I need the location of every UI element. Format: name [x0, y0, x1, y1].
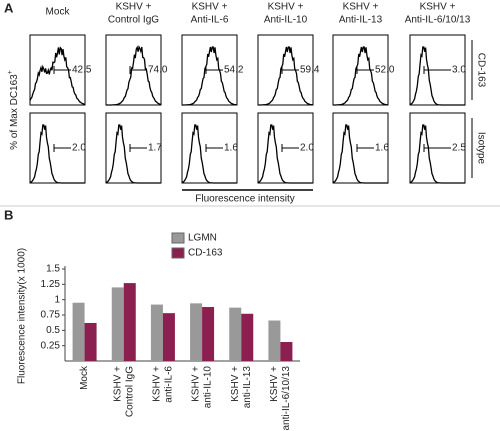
bar — [123, 283, 136, 361]
histogram — [258, 46, 314, 106]
legend-label: LGMN — [188, 233, 217, 244]
y-axis-label: Fluorescence intensity(x 1000) — [17, 248, 28, 384]
y-tick-label: 1 — [54, 294, 60, 305]
histogram — [181, 124, 237, 184]
histogram — [106, 45, 162, 106]
column-header: KSHV + — [268, 2, 304, 13]
histogram — [105, 124, 161, 184]
column-header: Anti-IL-6/10/13 — [405, 15, 471, 26]
y-tick-label: 1.25 — [41, 279, 61, 290]
column-header: KSHV + — [192, 2, 228, 13]
column-header: Control IgG — [108, 15, 159, 26]
bar — [268, 320, 281, 361]
row-label: CD-163 — [475, 53, 486, 88]
gate-percent: 52.0 — [375, 65, 395, 76]
histogram — [29, 124, 85, 184]
gate-percent: 2.5 — [452, 143, 466, 154]
x-tick-label: KSHV + — [191, 366, 202, 402]
y-tick-label: 0.25 — [41, 340, 61, 351]
gate-percent: 42.5 — [72, 65, 92, 76]
histogram-frame — [257, 34, 314, 106]
x-tick-label: KSHV + — [269, 366, 280, 402]
x-tick-label: KSHV + — [112, 366, 123, 402]
panel-label: A — [4, 0, 14, 15]
bar — [241, 313, 254, 361]
gate-percent: 1.6 — [375, 143, 389, 154]
bar — [190, 303, 203, 361]
bar — [162, 313, 175, 361]
column-header: KSHV + — [420, 2, 456, 13]
bar — [229, 307, 242, 361]
legend-swatch — [171, 247, 185, 259]
x-tick-label: KSHV + — [152, 366, 163, 402]
y-label-text: % of Max DC163 — [9, 74, 20, 150]
y-tick-label: 1.5 — [46, 264, 60, 275]
bar — [150, 304, 163, 361]
row-label: Isotype — [475, 132, 486, 165]
y-tick-label: 0.75 — [41, 310, 61, 321]
x-tick-label: Control IgG — [124, 366, 135, 417]
histogram — [257, 124, 313, 184]
histogram-frame — [29, 34, 86, 106]
histogram-frame — [332, 34, 389, 106]
x-tick-label: anti-IL-6/10/13 — [281, 366, 292, 431]
histogram — [409, 124, 465, 184]
column-header: Anti-IL-6 — [191, 15, 229, 26]
histogram — [182, 46, 238, 106]
legend-label: CD-163 — [188, 248, 223, 259]
gate-percent: 3.0 — [452, 65, 466, 76]
bar — [111, 287, 124, 361]
y-tick-label: 0.5 — [46, 325, 60, 336]
histogram — [409, 46, 465, 106]
bar — [202, 307, 215, 361]
gate-percent: 2.0 — [72, 143, 86, 154]
column-header: KSHV + — [116, 2, 152, 13]
bar — [84, 322, 97, 361]
x-axis-label: Fluorescence intensity — [195, 194, 295, 205]
gate-percent: 54.2 — [224, 65, 244, 76]
bar — [280, 341, 293, 361]
histogram — [29, 46, 86, 106]
legend-swatch — [171, 232, 185, 244]
gate-percent: 2.0 — [300, 143, 314, 154]
y-axis-label: % of Max DC163+ — [7, 70, 20, 150]
column-header: KSHV + — [343, 2, 379, 13]
column-header: Mock — [46, 7, 71, 18]
x-tick-label: anti-IL-10 — [203, 366, 214, 409]
bar — [72, 302, 85, 361]
panel-label: B — [4, 207, 13, 222]
x-tick-label: Mock — [79, 365, 90, 390]
gate-percent: 1.7 — [148, 143, 162, 154]
histogram — [332, 124, 388, 184]
gate-percent: 74.0 — [148, 65, 168, 76]
histogram — [333, 46, 389, 106]
column-header: Anti-IL-13 — [339, 15, 383, 26]
y-label-sup: + — [7, 70, 14, 74]
histogram-frame — [105, 34, 162, 106]
histogram-frame — [181, 34, 238, 106]
x-tick-label: KSHV + — [230, 366, 241, 402]
gate-percent: 1.6 — [224, 143, 238, 154]
x-tick-label: anti-IL-6 — [164, 366, 175, 403]
column-header: Anti-IL-10 — [264, 15, 308, 26]
gate-percent: 59.4 — [300, 65, 320, 76]
x-tick-label: anti-IL-13 — [242, 366, 253, 409]
